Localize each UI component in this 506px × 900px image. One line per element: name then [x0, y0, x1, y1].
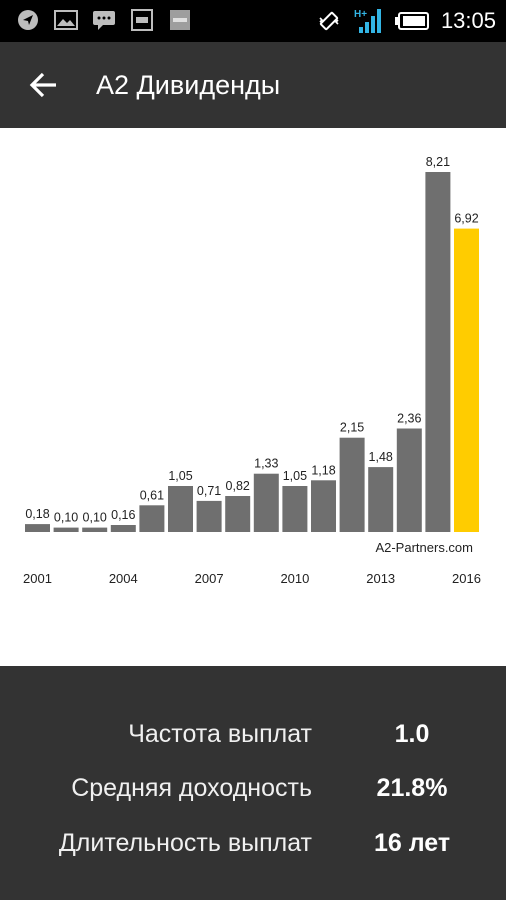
bar-2007	[196, 500, 222, 532]
value-label-2002: 0,10	[54, 511, 78, 525]
bar-2001	[25, 524, 50, 532]
bar-2004	[110, 525, 136, 532]
signal-icon: H+	[353, 9, 383, 33]
sms-app-icon	[168, 9, 192, 31]
dividend-chart: 0,18 0,10 0,10 0,16 0,61 1,05 0,71 0,82 1,33 1,05…	[0, 128, 506, 666]
value-label-2012: 2,15	[340, 421, 364, 435]
chart-value-labels: 0,18 0,10 0,10 0,16 0,61 1,05 0,71 0,82 1,33 1,05…	[25, 155, 478, 525]
value-label-2015: 8,21	[426, 155, 450, 169]
bar-2009	[253, 473, 279, 532]
value-label-2013: 1,48	[369, 450, 393, 464]
x-tick-2010: 2010	[280, 571, 309, 586]
bar-2005	[139, 505, 165, 532]
app-bar: А2 Дивиденды	[0, 42, 506, 128]
status-bar: H+ 13:05	[0, 0, 506, 42]
bar-2006	[168, 486, 193, 532]
battery-icon	[394, 10, 429, 32]
value-label-2007: 0,71	[197, 484, 221, 498]
x-tick-2007: 2007	[195, 571, 224, 586]
value-label-2016: 6,92	[454, 212, 478, 226]
bar-2014	[396, 428, 422, 532]
value-label-2001: 0,18	[25, 507, 49, 521]
navigation-icon	[16, 9, 40, 31]
x-tick-2001: 2001	[23, 571, 52, 586]
notification-icons	[16, 9, 192, 31]
stat-value-average-yield: 21.8%	[376, 774, 448, 802]
image-icon	[54, 9, 78, 31]
bar-2002	[53, 527, 79, 532]
value-label-2004: 0,16	[111, 508, 135, 522]
system-icons: H+ 13:05	[317, 0, 496, 42]
value-label-2008: 0,82	[226, 479, 250, 493]
back-arrow-icon[interactable]	[28, 69, 60, 101]
x-tick-2013: 2013	[366, 571, 395, 586]
chart-watermark: A2-Partners.com	[375, 540, 473, 555]
bar-2003	[82, 527, 108, 532]
stat-label-average-yield: Средняя доходность	[71, 774, 312, 802]
value-label-2003: 0,10	[83, 511, 107, 525]
status-time: 13:05	[440, 8, 496, 33]
value-label-2010: 1,05	[283, 469, 307, 483]
dividend-bar-chart: 0,18 0,10 0,10 0,16 0,61 1,05 0,71 0,82 1,33 1,05…	[23, 155, 481, 586]
stat-value-duration: 16 лет	[373, 829, 451, 857]
bar-2015	[425, 172, 451, 532]
stat-row-duration: Длительность выплат 16 лет	[0, 829, 506, 869]
stat-label-duration: Длительность выплат	[58, 829, 312, 857]
chart-x-tick-labels: 2001 2004 2007 2010 2013 2016	[23, 571, 481, 586]
stat-row-average-yield: Средняя доходность 21.8%	[0, 774, 506, 814]
chart-bars	[25, 172, 479, 532]
bar-2010	[282, 486, 308, 532]
value-label-2011: 1,18	[311, 463, 335, 477]
message-icon	[92, 9, 116, 31]
bar-2016	[454, 228, 479, 532]
bar-2012	[339, 437, 365, 532]
bar-2008	[225, 496, 251, 532]
x-tick-2016: 2016	[452, 571, 481, 586]
signal-type-label: H+	[354, 9, 367, 20]
bar-2011	[311, 480, 336, 532]
value-label-2006: 1,05	[168, 469, 192, 483]
inv-app-icon	[130, 9, 154, 31]
stat-label-frequency: Частота выплат	[128, 720, 312, 748]
vibrate-icon	[317, 10, 341, 32]
page-title: А2 Дивиденды	[96, 70, 281, 100]
stat-value-frequency: 1.0	[394, 720, 430, 748]
value-label-2009: 1,33	[254, 457, 278, 471]
value-label-2005: 0,61	[140, 488, 164, 502]
bar-2013	[368, 467, 394, 532]
stat-row-frequency: Частота выплат 1.0	[0, 720, 506, 760]
stats-panel: Частота выплат 1.0 Средняя доходность 21…	[0, 666, 506, 900]
x-tick-2004: 2004	[109, 571, 138, 586]
value-label-2014: 2,36	[397, 412, 421, 426]
